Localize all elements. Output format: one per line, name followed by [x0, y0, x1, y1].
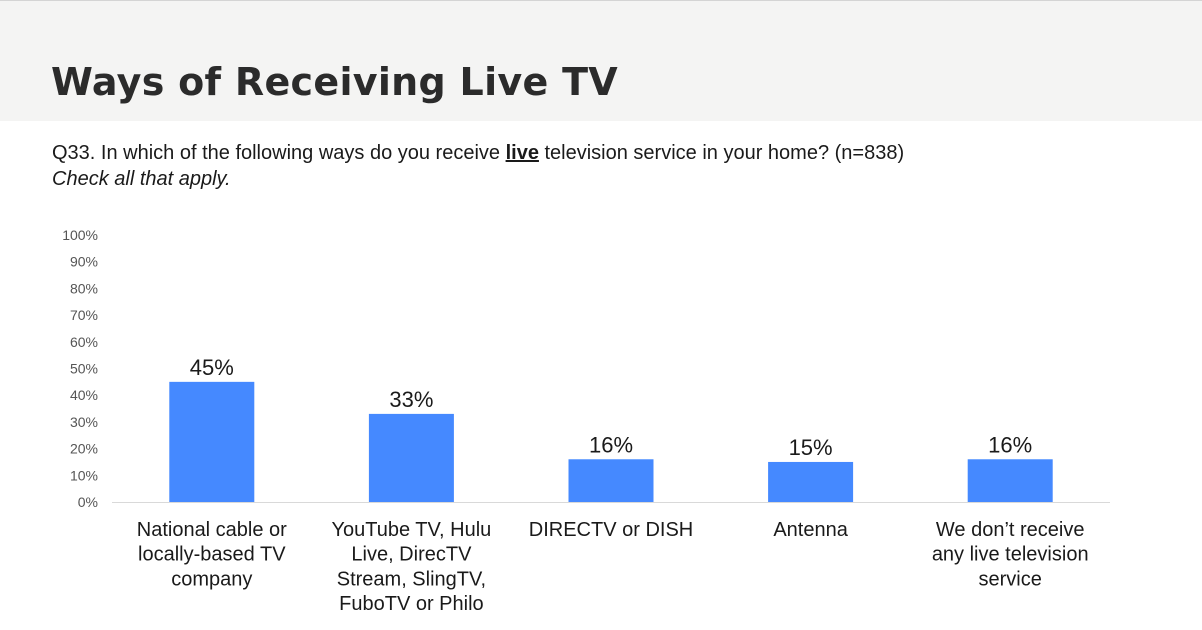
category-label-line: service — [979, 568, 1042, 590]
y-tick-label: 80% — [70, 280, 98, 296]
category-label-line: DIRECTV or DISH — [529, 519, 693, 541]
data-label: 45% — [190, 355, 234, 380]
y-tick-label: 70% — [70, 307, 98, 323]
y-tick-label: 20% — [70, 441, 98, 457]
page-title: Ways of Receiving Live TV — [51, 60, 618, 104]
question-text: Q33. In which of the following ways do y… — [52, 140, 904, 166]
y-tick-label: 100% — [62, 227, 98, 243]
category-label-line: Live, DirecTV — [351, 544, 472, 566]
category-label: DIRECTV or DISH — [529, 519, 693, 541]
category-label-line: National cable or — [137, 519, 287, 541]
data-label: 16% — [589, 432, 633, 457]
category-label-line: We don’t receive — [936, 519, 1085, 541]
category-label-line: YouTube TV, Hulu — [332, 519, 492, 541]
data-label: 33% — [389, 387, 433, 412]
question-suffix: television service in your home? (n=838) — [538, 142, 905, 164]
category-label: YouTube TV, Hulu Live, DirecTV Stream, Sli… — [332, 519, 492, 615]
y-tick-label: 60% — [70, 334, 98, 350]
data-label: 15% — [789, 435, 833, 460]
category-label-line: any live television — [932, 544, 1089, 566]
bar — [967, 459, 1053, 502]
y-tick-label: 30% — [70, 414, 98, 430]
instruction-text: Check all that apply. — [52, 168, 231, 190]
y-tick-label: 40% — [70, 387, 98, 403]
y-tick-label: 0% — [78, 494, 98, 510]
bar — [768, 461, 854, 502]
header-band — [0, 0, 1202, 121]
data-label: 16% — [988, 432, 1032, 457]
category-label-line: FuboTV or Philo — [339, 593, 484, 615]
bar — [169, 381, 255, 502]
y-tick-label: 90% — [70, 254, 98, 270]
bar — [368, 413, 454, 502]
category-label-line: Stream, SlingTV, — [337, 568, 486, 590]
y-tick-label: 10% — [70, 467, 98, 483]
category-label-line: locally-based TV — [138, 544, 286, 566]
question-prefix: Q33. In which of the following ways do y… — [52, 142, 506, 164]
category-label: Antenna — [773, 519, 848, 541]
category-label: We don’t receive any live television servi… — [932, 519, 1089, 590]
category-label: National cable or locally-based TV company — [137, 519, 287, 590]
question-emphasis: live — [505, 142, 539, 164]
category-label-line: Antenna — [773, 519, 848, 541]
bar — [568, 459, 654, 502]
y-tick-label: 50% — [70, 361, 98, 377]
category-label-line: company — [171, 568, 252, 590]
